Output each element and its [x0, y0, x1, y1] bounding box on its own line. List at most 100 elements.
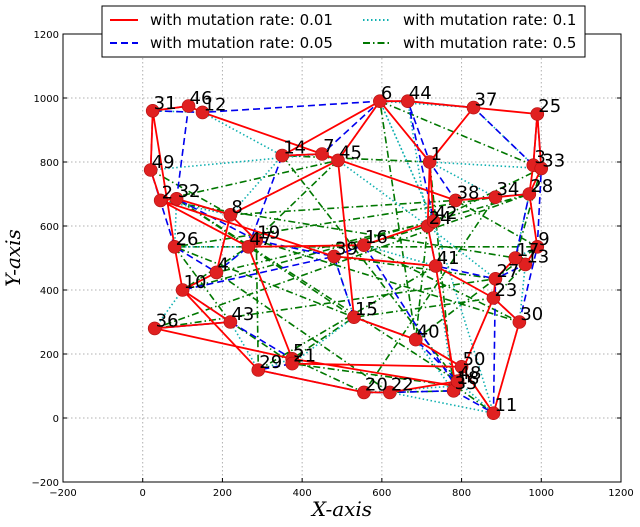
node-label: 19	[257, 222, 280, 243]
y-tick-label: 1200	[34, 30, 59, 41]
node-label: 37	[475, 90, 498, 111]
y-tick-label: 400	[40, 286, 59, 297]
node-point	[454, 359, 469, 374]
node-point	[347, 310, 361, 325]
y-tick-label: 800	[40, 158, 59, 169]
x-tick-label: 0	[140, 488, 146, 499]
node-label: 26	[176, 229, 199, 250]
node-label: 50	[463, 349, 486, 370]
node-label: 17	[516, 240, 539, 261]
node-label: 30	[520, 304, 543, 325]
node-label: 5	[293, 341, 304, 362]
node-point	[143, 163, 158, 177]
node-label: 45	[339, 142, 362, 163]
y-tick-label: 0	[53, 414, 59, 425]
y-tick-label: 1000	[34, 94, 59, 105]
node-label: 4	[217, 254, 228, 275]
node-point	[522, 187, 537, 201]
node-label: 39	[335, 238, 358, 259]
node-point	[428, 259, 443, 273]
node-label: 7	[323, 136, 334, 157]
node-label: 1	[431, 144, 442, 165]
node-point	[450, 374, 465, 389]
node-point	[486, 406, 501, 421]
y-tick-label: 600	[40, 222, 59, 233]
node-label: 34	[496, 179, 519, 200]
node-label: 27	[496, 261, 519, 282]
node-point	[327, 249, 341, 264]
node-label: 49	[152, 152, 175, 173]
node-label: 35	[455, 373, 478, 394]
node-label: 28	[530, 176, 553, 197]
node-point	[315, 147, 329, 161]
x-tick-label: 800	[452, 488, 471, 499]
node-label: 2	[162, 182, 173, 203]
node-label: 38	[457, 182, 480, 203]
node-label: 3	[534, 147, 545, 168]
node-label: 20	[365, 374, 388, 395]
y-tick-label: −200	[32, 478, 59, 489]
legend: with mutation rate: 0.01 with mutation ra…	[101, 5, 586, 58]
node-point	[181, 99, 196, 113]
node-point	[145, 104, 160, 118]
node-point	[209, 265, 224, 280]
node-point	[486, 291, 501, 305]
node-point	[518, 257, 533, 272]
node-point	[422, 155, 437, 169]
node-point	[488, 190, 503, 204]
node-point	[530, 107, 545, 121]
node-point	[534, 161, 549, 176]
x-tick-label: 400	[293, 488, 312, 499]
node-point	[357, 385, 371, 400]
x-axis-label: X-axis	[310, 497, 372, 521]
node-label: 40	[417, 322, 440, 343]
node-label: 43	[231, 304, 254, 325]
node-label: 25	[538, 96, 561, 117]
y-tick-label: 200	[40, 350, 59, 361]
node-label: 6	[381, 83, 392, 104]
node-label: 18	[457, 368, 480, 389]
node-label: 29	[259, 352, 282, 373]
node-point	[331, 153, 345, 168]
legend-label: with mutation rate: 0.01	[150, 11, 333, 29]
node-label: 12	[204, 94, 227, 115]
node-point	[169, 192, 184, 206]
node-point	[251, 363, 266, 377]
node-point	[373, 94, 387, 108]
node-point	[275, 148, 290, 163]
node-point	[426, 214, 441, 228]
node-point	[466, 100, 481, 115]
node-label: 31	[154, 93, 177, 114]
node-label: 44	[409, 83, 432, 104]
node-label: 42	[435, 203, 458, 224]
node-point	[408, 332, 423, 347]
node-label: 33	[542, 150, 565, 171]
node-point	[223, 208, 238, 222]
node-point	[508, 251, 523, 265]
node-label: 32	[178, 181, 201, 202]
node-point	[153, 193, 168, 208]
node-label: 41	[437, 248, 460, 269]
node-label: 9	[538, 229, 549, 250]
node-point	[530, 240, 545, 254]
node-label: 16	[365, 227, 388, 248]
legend-label: with mutation rate: 0.1	[403, 11, 576, 29]
x-tick-label: 600	[372, 488, 391, 499]
node-point	[357, 238, 371, 252]
legend-label: with mutation rate: 0.5	[403, 34, 576, 52]
legend-label: with mutation rate: 0.05	[150, 34, 333, 52]
node-label: 46	[190, 88, 213, 109]
y-axis-label: Y-axis	[1, 229, 25, 287]
node-point	[448, 193, 463, 208]
node-point	[383, 385, 397, 400]
node-point	[488, 271, 503, 286]
nodes	[143, 94, 549, 421]
node-label: 8	[231, 197, 242, 218]
node-label: 10	[184, 272, 207, 293]
node-point	[512, 315, 527, 329]
node-label: 47	[249, 229, 272, 250]
node-point	[167, 240, 182, 254]
node-point	[175, 283, 190, 297]
node-label: 11	[494, 395, 517, 416]
